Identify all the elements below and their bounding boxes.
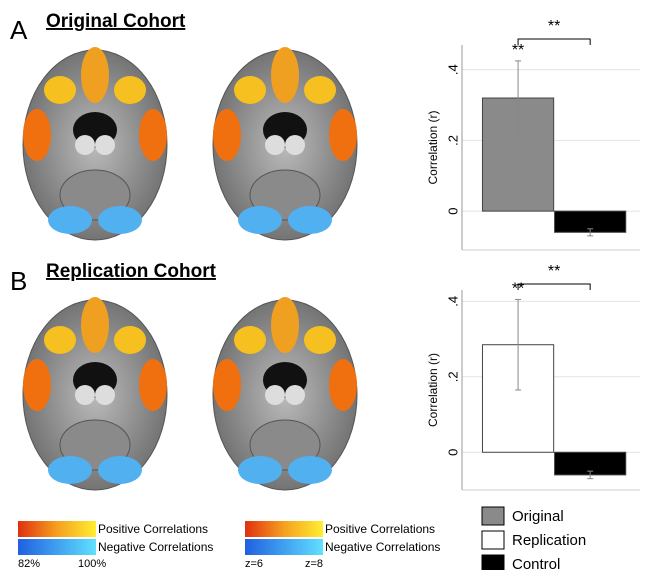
- legend-swatch: [482, 507, 504, 525]
- colorbar-tick-label: 100%: [78, 558, 106, 570]
- colorbar-tick-label: 82%: [18, 558, 40, 570]
- colorbar-tick-label: z=8: [305, 558, 323, 570]
- figure-canvas: A Original Cohort B Replication Cohort P…: [0, 0, 657, 570]
- y-tick-label: .4: [445, 296, 460, 307]
- colorbar-positive: [18, 521, 96, 537]
- significance-bracket: [518, 39, 590, 45]
- legend-label: Control: [512, 556, 560, 570]
- panel-label: B: [10, 266, 27, 296]
- brain-slice: [23, 297, 167, 490]
- colorbar-positive: [245, 521, 323, 537]
- brain-slice: [23, 47, 167, 240]
- significance-label: **: [548, 263, 560, 280]
- legend-swatch: [482, 555, 504, 570]
- colorbar-tick-label: z=6: [245, 558, 263, 570]
- y-tick-label: 0: [445, 208, 460, 215]
- colorbar-negative: [245, 539, 323, 555]
- significance-label: **: [548, 18, 560, 35]
- colorbar-label: Negative Correlations: [98, 540, 213, 554]
- colorbar-label: Positive Correlations: [325, 522, 435, 536]
- legend-swatch: [482, 531, 504, 549]
- y-axis-label: Correlation (r): [426, 353, 440, 427]
- panel-title: Replication Cohort: [46, 261, 217, 282]
- figure: A Original Cohort B Replication Cohort P…: [0, 0, 657, 570]
- y-tick-label: .2: [445, 135, 460, 146]
- legend-label: Original: [512, 508, 564, 525]
- panel-label: A: [10, 15, 28, 45]
- y-axis-label: Correlation (r): [426, 110, 440, 184]
- colorbar-label: Positive Correlations: [98, 522, 208, 536]
- y-tick-label: 0: [445, 449, 460, 456]
- y-tick-label: .2: [445, 371, 460, 382]
- panel-title: Original Cohort: [46, 11, 186, 32]
- significance-bracket: [518, 284, 590, 290]
- colorbar-label: Negative Correlations: [325, 540, 440, 554]
- y-tick-label: .4: [445, 64, 460, 75]
- brain-slice: [213, 47, 357, 240]
- legend-label: Replication: [512, 532, 586, 549]
- colorbar-negative: [18, 539, 96, 555]
- brain-slice: [213, 297, 357, 490]
